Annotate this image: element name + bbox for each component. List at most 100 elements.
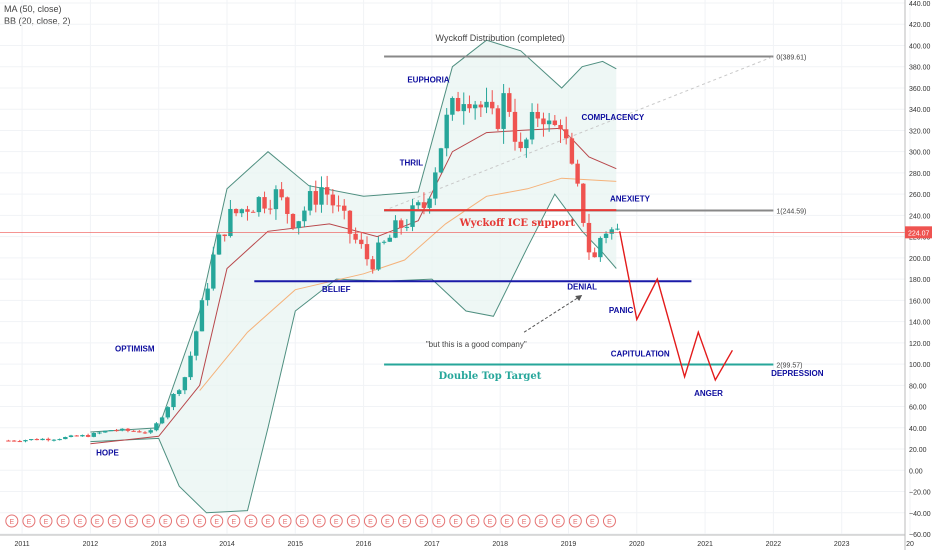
- earnings-marker: [534, 514, 548, 528]
- earnings-marker: [227, 514, 241, 528]
- current-price-tag: [905, 226, 932, 239]
- x-tick-label: 2016: [356, 541, 372, 548]
- fib-trend-line: [383, 56, 774, 211]
- fib-level-label: 0(389.61): [776, 55, 806, 62]
- earnings-marker-label: E: [129, 519, 134, 526]
- annotation-label: "but this is a good company": [426, 340, 527, 349]
- candle-body: [455, 97, 461, 112]
- earnings-marker-label: E: [214, 519, 219, 526]
- x-tick-label: 2013: [151, 541, 167, 548]
- candle-body: [461, 104, 466, 112]
- candle-body: [507, 93, 512, 112]
- candle-body: [586, 222, 592, 253]
- candle-body: [176, 390, 182, 394]
- annotation-label: Wyckoff Distribution (completed): [436, 33, 565, 43]
- candle-body: [74, 435, 79, 437]
- candle-body: [438, 148, 444, 173]
- candle-body: [250, 211, 256, 213]
- annotation-label: DENIAL: [567, 283, 597, 292]
- annotation-label: DEPRESSION: [771, 369, 824, 378]
- current-price-label: 224.07: [908, 230, 930, 237]
- candle-body: [91, 432, 96, 437]
- earnings-marker: [602, 514, 616, 528]
- earnings-marker-label: E: [317, 519, 322, 526]
- earnings-marker: [261, 514, 275, 528]
- candle-body: [444, 114, 449, 149]
- earnings-marker: [312, 514, 326, 528]
- y-tick-label: 20.00: [909, 447, 927, 454]
- indicator-bb-label[interactable]: BB (20, close, 2): [4, 16, 71, 26]
- annotation-label: CAPITULATION: [611, 350, 670, 359]
- candle-body: [472, 104, 478, 109]
- candle-body: [518, 141, 523, 149]
- annotation-label: COMPLACENCY: [582, 113, 645, 122]
- candle-body: [46, 438, 51, 441]
- candle-body: [273, 189, 279, 210]
- earnings-marker: [210, 514, 224, 528]
- arrow-line: [523, 294, 583, 333]
- bb-upper-line: [90, 39, 617, 433]
- earnings-marker-label: E: [419, 519, 424, 526]
- y-tick-label: 160.00: [909, 298, 931, 305]
- x-tick-label: 2015: [287, 541, 303, 548]
- candle-body: [324, 187, 330, 195]
- y-tick-label: 320.00: [909, 128, 931, 135]
- candle-body: [546, 120, 552, 125]
- candle-body: [216, 234, 222, 255]
- candle-body: [307, 191, 313, 211]
- candle-body: [268, 208, 273, 210]
- earnings-marker: [500, 514, 514, 528]
- candle-body: [336, 205, 341, 207]
- candle-body: [524, 139, 529, 149]
- candle-body: [68, 435, 74, 438]
- earnings-marker: [363, 514, 377, 528]
- x-tick-label: 2022: [766, 541, 782, 548]
- candle-body: [398, 220, 404, 228]
- earnings-marker: [466, 514, 480, 528]
- candle-body: [222, 234, 227, 237]
- x-tick-label: 2020: [629, 541, 645, 548]
- fib-level-label: 2(99.57): [776, 363, 802, 370]
- earnings-marker: [295, 514, 309, 528]
- y-tick-label: 100.00: [909, 362, 931, 369]
- earnings-marker-label: E: [402, 519, 407, 526]
- candle-body: [159, 417, 165, 424]
- x-tick-label: 2014: [219, 541, 235, 548]
- earnings-marker: [585, 514, 599, 528]
- earnings-marker-label: E: [61, 519, 66, 526]
- candle-body: [97, 432, 102, 434]
- candles: [6, 84, 620, 443]
- x-tick-label: 20: [906, 541, 914, 548]
- y-tick-label: −20.00: [909, 490, 931, 497]
- overlay-lines: [0, 209, 905, 382]
- earnings-marker: [176, 514, 190, 528]
- earnings-marker: [415, 514, 429, 528]
- earnings-marker-label: E: [266, 519, 271, 526]
- y-tick-label: 300.00: [909, 150, 931, 157]
- earnings-marker-label: E: [9, 519, 14, 526]
- candle-body: [387, 237, 392, 242]
- candle-body: [313, 191, 318, 205]
- candle-body: [427, 198, 432, 208]
- candle-body: [211, 254, 216, 289]
- candle-body: [347, 210, 353, 234]
- candle-body: [188, 355, 193, 378]
- earnings-marker: [483, 514, 497, 528]
- candle-body: [285, 197, 290, 214]
- y-axis: 440.00 420.00 400.00 380.00 360.00 340.00 320.…: [904, 0, 932, 550]
- annotation-label: Wyckoff ICE support: [459, 218, 576, 229]
- earnings-marker: [5, 514, 19, 528]
- y-tick-label: 360.00: [909, 86, 931, 93]
- earnings-marker: [329, 514, 343, 528]
- candle-body: [592, 252, 597, 258]
- candle-body: [279, 189, 284, 198]
- y-tick-label: −40.00: [909, 511, 931, 518]
- candle-body: [302, 210, 307, 222]
- earnings-marker-label: E: [488, 519, 493, 526]
- annotation-label: Double Top Target: [438, 371, 541, 382]
- earnings-marker-label: E: [590, 519, 595, 526]
- candle-body: [541, 118, 546, 125]
- indicator-ma-label[interactable]: MA (50, close): [4, 4, 62, 14]
